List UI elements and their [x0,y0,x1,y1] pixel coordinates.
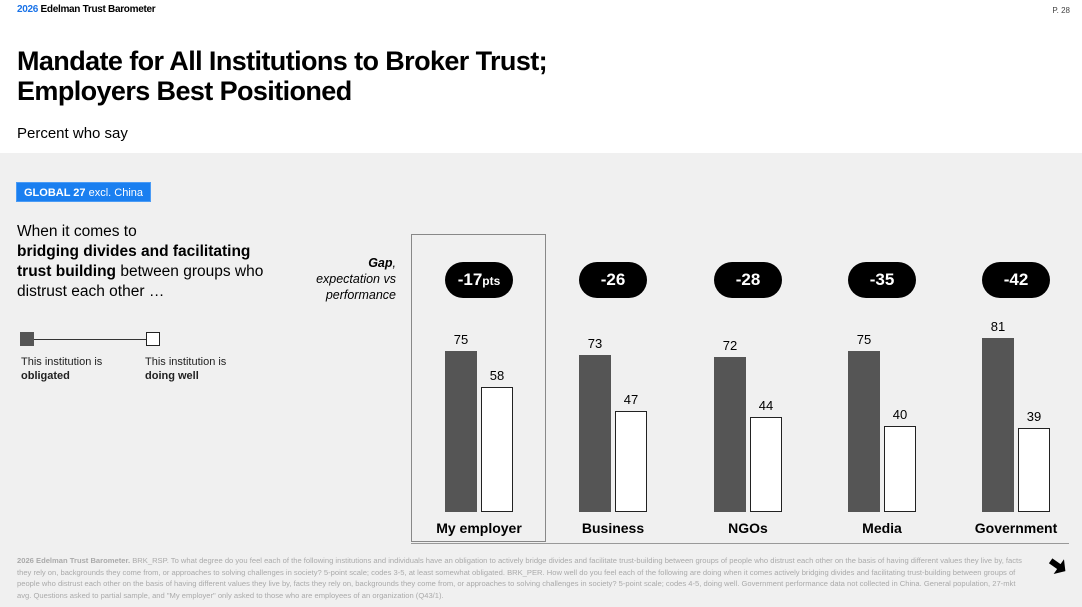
gap-value: -42 [1003,270,1029,289]
badge-rest: excl. China [85,187,144,199]
gap-pill: -28 [714,262,782,298]
legend-connector [26,339,153,340]
bar-obligated [714,357,746,512]
bar-doing-well [481,387,513,512]
legend-obligated-label: This institution is obligated [21,355,102,383]
gap-pill: -42 [982,262,1050,298]
gap-label-line3: performance [325,288,396,302]
intro-bold: bridging divides and facilitating trust … [17,243,251,280]
value-label-doing-well: 58 [489,368,505,383]
value-label-doing-well: 47 [623,392,639,407]
legend-doing-well-swatch [146,332,160,346]
gap-label-bold: Gap [368,256,393,270]
category-label: Media [862,520,902,536]
value-label-obligated: 75 [856,332,872,347]
gap-label: Gap, expectation vs performance [290,255,396,303]
category-label: Business [581,520,645,536]
category-label: NGOs [728,520,768,536]
footnote-text: BRK_RSP. To what degree do you feel each… [17,556,1022,600]
highlight-my-employer [411,234,546,542]
page-number: P. 28 [1052,6,1070,15]
page-subtitle: Percent who say [17,125,128,142]
brand-year: 2026 [17,4,39,15]
bar-doing-well [615,411,647,512]
title-line-1: Mandate for All Institutions to Broker T… [17,46,548,76]
value-label-obligated: 75 [453,332,469,347]
bar-obligated [579,355,611,512]
title-line-2: Employers Best Positioned [17,76,352,106]
bar-doing-well [750,417,782,512]
legend-obligated-swatch [20,332,34,346]
chart-baseline [411,543,1069,544]
badge-bold: GLOBAL 27 [24,187,86,199]
value-label-doing-well: 40 [892,407,908,422]
footnote-bold: 2026 Edelman Trust Barometer. [17,556,131,565]
bar-obligated [982,338,1014,512]
legend-doing-well-label: This institution is doing well [145,355,226,383]
value-label-doing-well: 39 [1026,409,1042,424]
legend-obligated-bold: obligated [21,370,70,382]
region-badge: GLOBAL 27 excl. China [16,182,152,202]
bar-doing-well [1018,428,1050,512]
value-label-doing-well: 44 [758,398,774,413]
arrow-down-right-icon[interactable] [1047,555,1069,577]
value-label-obligated: 81 [990,319,1006,334]
legend-obligated-prefix: This institution is [21,356,103,368]
intro-rest: between groups who distrust each other … [17,263,264,300]
legend-doing-well-bold: doing well [145,370,199,382]
category-label: My employer [436,520,522,536]
bar-obligated [848,351,880,512]
value-label-obligated: 73 [587,336,603,351]
footnote: 2026 Edelman Trust Barometer. BRK_RSP. T… [17,555,1027,601]
gap-value: -17 [457,270,483,289]
gap-unit: pts [482,274,501,288]
bar-doing-well [884,426,916,512]
gap-value: -26 [600,270,626,289]
bar-obligated [445,351,477,512]
gap-value: -28 [735,270,761,289]
category-label: Government [974,520,1058,536]
chart-panel [0,153,1082,607]
value-label-obligated: 72 [722,338,738,353]
gap-pill: -17pts [445,262,513,298]
gap-value: -35 [869,270,895,289]
legend-doing-well-prefix: This institution is [145,356,227,368]
page-title: Mandate for All Institutions to Broker T… [17,46,548,106]
header-brand: 2026 Edelman Trust Barometer [17,4,156,15]
brand-name: Edelman Trust Barometer [40,4,156,15]
intro-line-1: When it comes to [17,223,137,240]
question-intro: When it comes to bridging divides and fa… [17,222,277,302]
gap-pill: -26 [579,262,647,298]
gap-pill: -35 [848,262,916,298]
gap-label-line2: expectation vs [316,272,396,286]
